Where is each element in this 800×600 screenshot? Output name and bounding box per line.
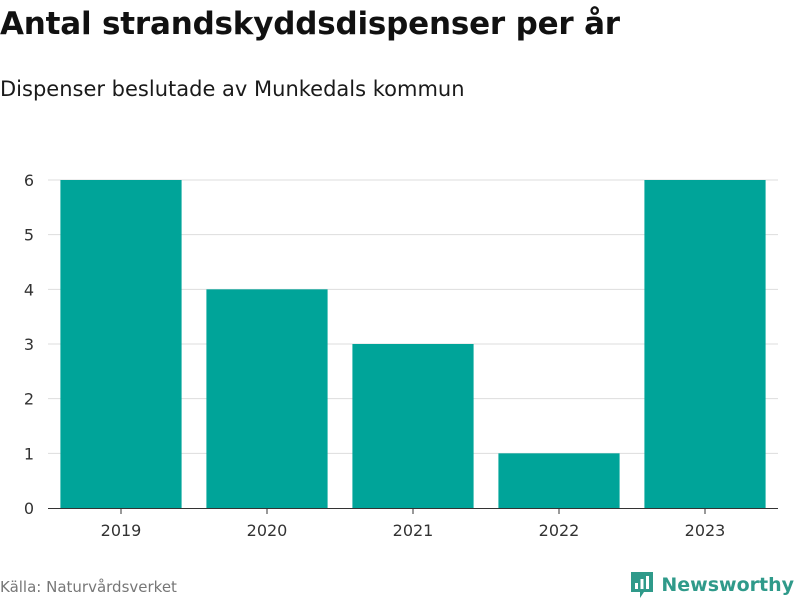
source-note: Källa: Naturvårdsverket [0,578,177,596]
y-tick-label: 1 [24,444,34,463]
newsworthy-logo-icon [631,572,654,598]
bar-2019[interactable] [60,180,182,508]
x-tick-label: 2021 [393,521,434,540]
x-tick-label: 2019 [101,521,142,540]
x-tick-label: 2020 [247,521,288,540]
y-tick-label: 4 [24,280,34,299]
chart-title: Antal strandskyddsdispenser per år [0,6,620,42]
y-tick-label: 3 [24,335,34,354]
x-tick-label: 2022 [539,521,580,540]
x-tick-label: 2023 [685,521,726,540]
y-tick-label: 2 [24,390,34,409]
y-axis-ticks: 0 1 2 3 4 5 6 [24,171,34,518]
bar-2021[interactable] [352,344,474,508]
y-tick-label: 5 [24,226,34,245]
bar-2023[interactable] [644,180,766,508]
y-tick-label: 6 [24,171,34,190]
brand-name: Newsworthy [661,574,794,596]
chart-subtitle: Dispenser beslutade av Munkedals kommun [0,77,465,101]
x-axis-ticks: 2019 2020 2021 2022 2023 [101,508,726,540]
y-tick-label: 0 [24,499,34,518]
brand-logo: Newsworthy [629,570,794,600]
bar-2020[interactable] [206,289,328,508]
bars [60,180,766,508]
bar-2022[interactable] [498,453,620,508]
